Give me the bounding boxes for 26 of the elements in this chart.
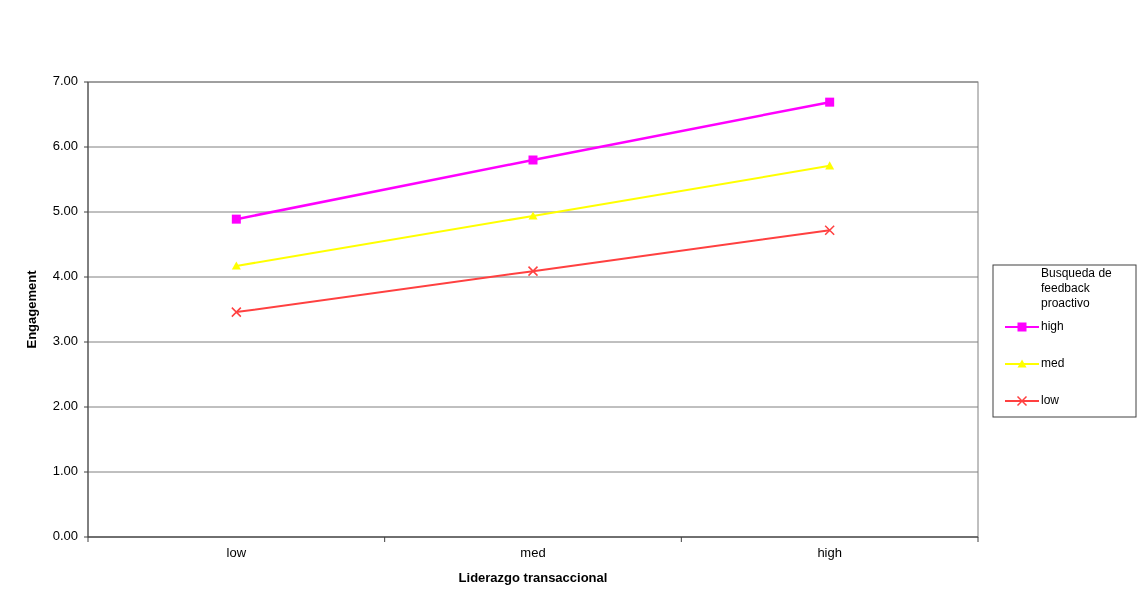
- y-tick-label: 1.00: [52, 463, 78, 479]
- point: [231, 306, 242, 318]
- point: [231, 261, 241, 270]
- point: [528, 155, 538, 165]
- y-tick-label: 3.00: [52, 333, 78, 349]
- x-tick-label: high: [817, 545, 842, 560]
- point: [528, 211, 538, 220]
- point: [825, 97, 835, 107]
- y-tick-label: 6.00: [52, 138, 78, 154]
- point: [527, 265, 539, 277]
- legend-label: med: [1041, 356, 1065, 371]
- legend-label: low: [1041, 393, 1060, 408]
- y-axis-title: Engagement: [24, 269, 39, 349]
- x-axis-title: Liderazgo transaccional: [458, 570, 608, 585]
- y-tick-label: 4.00: [52, 268, 78, 284]
- point: [231, 214, 241, 224]
- y-tick-label: 7.00: [52, 73, 78, 89]
- y-tick-label: 2.00: [52, 398, 78, 414]
- y-tick-label: 5.00: [52, 203, 78, 219]
- y-tick-label: 0.00: [52, 528, 78, 544]
- x-tick-label: med: [520, 545, 546, 560]
- legend-label: high: [1041, 319, 1064, 334]
- legend-title: Busqueda de feedback proactivo: [1041, 266, 1113, 310]
- point: [824, 224, 835, 236]
- x-tick-label: low: [226, 545, 247, 560]
- point: [825, 161, 835, 170]
